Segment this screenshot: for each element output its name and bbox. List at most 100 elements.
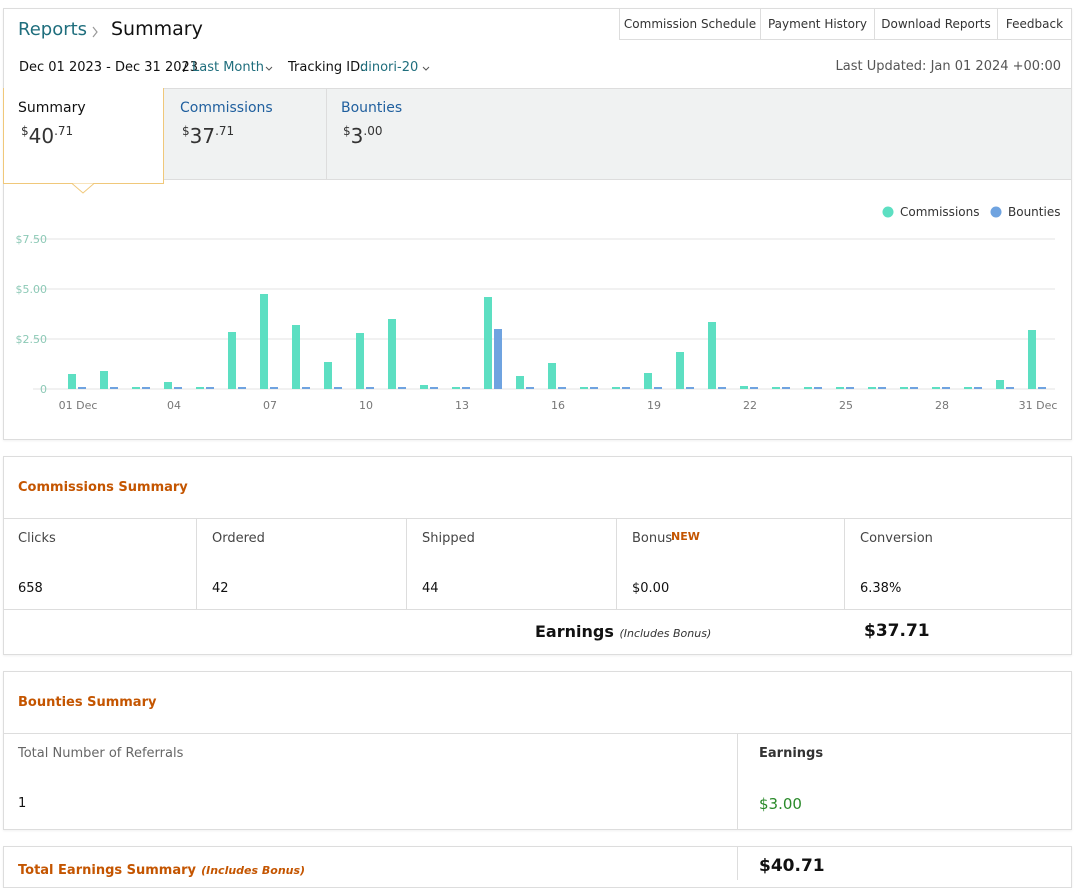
bar: [772, 387, 780, 389]
period-dropdown[interactable]: Last Month: [192, 60, 264, 75]
bar: [494, 329, 502, 389]
chart: 0 $2.50 $5.00 $7.50 01 Dec 04 07 10 13 16 19 22 25 28…: [16, 205, 1061, 412]
y-tick-label: $2.50: [16, 333, 48, 346]
x-tick-label: 31 Dec: [1019, 399, 1058, 412]
tab-label: Summary: [18, 100, 86, 116]
bar: [996, 380, 1004, 389]
bar: [142, 387, 150, 389]
legend-swatch: [882, 206, 894, 218]
bar: [942, 387, 950, 389]
tracking-caret: [422, 66, 430, 71]
legend-label: Bounties: [1008, 205, 1060, 219]
summary-tab[interactable]: [3, 88, 164, 184]
currency: $: [21, 124, 29, 138]
column-value: 42: [212, 581, 229, 596]
x-tick-label: 13: [455, 399, 469, 412]
x-tick-label: 28: [935, 399, 949, 412]
bar: [78, 387, 86, 389]
section-title: Commissions Summary: [18, 480, 188, 495]
bounty-earnings-label: Earnings: [759, 746, 824, 761]
referrals-label: Total Number of Referrals: [18, 746, 184, 761]
bar: [516, 376, 524, 389]
column-label: Bonus: [632, 531, 673, 546]
bar: [548, 363, 556, 389]
bar: [900, 387, 908, 389]
row-border: [4, 733, 1071, 734]
tab-divider: [326, 89, 327, 179]
bar: [932, 387, 940, 389]
tab-label[interactable]: Bounties: [341, 100, 403, 116]
bar: [164, 382, 172, 389]
bar: [654, 387, 662, 389]
breadcrumb-chevron: [92, 26, 98, 38]
amount-whole: 40: [28, 124, 55, 148]
bar: [238, 387, 246, 389]
commissions-panel: [3, 456, 1072, 655]
section-title: Bounties Summary: [18, 695, 157, 710]
tab-strip: [163, 88, 1071, 180]
bar: [398, 387, 406, 389]
y-tick-label: $5.00: [16, 283, 48, 296]
bar: [100, 371, 108, 389]
row-border: [4, 609, 1071, 610]
bar: [558, 387, 566, 389]
bar: [974, 387, 982, 389]
download-reports-button[interactable]: Download Reports: [874, 8, 998, 40]
bar: [814, 387, 822, 389]
bar: [622, 387, 630, 389]
new-badge: NEW: [671, 530, 700, 543]
bar: [910, 387, 918, 389]
page-title: Summary: [111, 18, 203, 40]
x-tick-label: 04: [167, 399, 181, 412]
period-caret: [265, 66, 273, 71]
bar: [526, 387, 534, 389]
tab-label[interactable]: Commissions: [180, 100, 273, 116]
col-border: [737, 733, 738, 829]
bar: [388, 319, 396, 389]
commission-schedule-button[interactable]: Commission Schedule: [619, 8, 761, 40]
amount-cents: .71: [54, 124, 74, 138]
tab-amount: $3.00: [343, 124, 382, 148]
column-value: 658: [18, 581, 43, 596]
bar: [462, 387, 470, 389]
y-tick-label: 0: [40, 383, 47, 396]
bar: [878, 387, 886, 389]
bar: [430, 387, 438, 389]
bar: [846, 387, 854, 389]
x-tick-label: 16: [551, 399, 565, 412]
y-tick-label: $7.50: [16, 233, 48, 246]
bar: [676, 352, 684, 389]
referrals-value: 1: [18, 796, 27, 811]
total-note: (Includes Bonus): [201, 864, 306, 877]
tab-pointer: [72, 183, 94, 194]
row-border: [4, 518, 1071, 519]
breadcrumb-link[interactable]: Reports: [18, 19, 88, 40]
tracking-dropdown[interactable]: dinori-20: [360, 60, 419, 75]
total-value: $40.71: [759, 856, 825, 876]
bar: [580, 387, 588, 389]
col-border: [616, 518, 617, 609]
x-tick-label: 25: [839, 399, 853, 412]
tab-amount: $37.71: [182, 124, 234, 148]
tab-amount: $40.71: [21, 124, 73, 148]
currency: $: [182, 124, 190, 138]
column-label: Clicks: [18, 531, 56, 546]
column-value: 44: [422, 581, 439, 596]
bounties-panel: [3, 671, 1072, 830]
column-value: $0.00: [632, 581, 670, 596]
bar: [718, 387, 726, 389]
total-title-text: Total Earnings Summary: [18, 863, 197, 878]
earnings-label: Earnings (Includes Bonus): [535, 622, 711, 641]
feedback-button[interactable]: Feedback: [997, 8, 1072, 40]
bar: [292, 325, 300, 389]
bar: [324, 362, 332, 389]
payment-history-button[interactable]: Payment History: [760, 8, 875, 40]
bar: [804, 387, 812, 389]
bar: [750, 387, 758, 389]
bar: [302, 387, 310, 389]
bar: [196, 387, 204, 389]
bar: [964, 387, 972, 389]
bar: [260, 294, 268, 389]
bar: [686, 387, 694, 389]
